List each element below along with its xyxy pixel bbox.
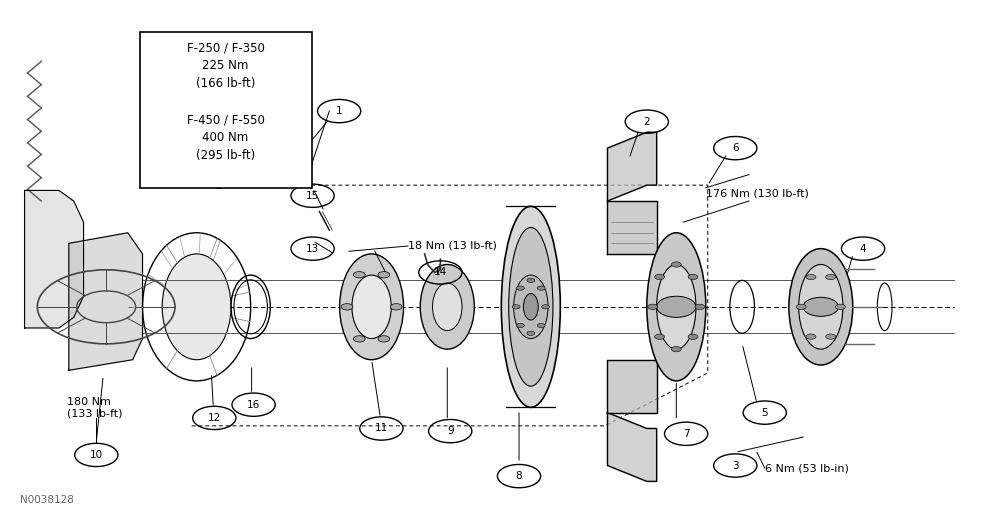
Ellipse shape: [352, 275, 391, 339]
Ellipse shape: [162, 254, 231, 360]
Circle shape: [695, 304, 705, 309]
Ellipse shape: [647, 233, 706, 381]
Circle shape: [538, 286, 546, 290]
Text: 6 Nm (53 lb-in): 6 Nm (53 lb-in): [765, 463, 848, 473]
Ellipse shape: [501, 206, 560, 407]
Circle shape: [836, 304, 845, 309]
Text: 9: 9: [447, 426, 453, 436]
Circle shape: [542, 305, 549, 309]
Ellipse shape: [509, 227, 552, 386]
Ellipse shape: [340, 254, 404, 360]
Circle shape: [796, 304, 806, 309]
Circle shape: [390, 304, 402, 310]
Circle shape: [648, 304, 658, 309]
Text: 10: 10: [89, 450, 103, 460]
Polygon shape: [607, 413, 657, 481]
Text: 14: 14: [434, 268, 447, 277]
Circle shape: [353, 336, 366, 342]
Text: 15: 15: [306, 191, 319, 200]
Circle shape: [806, 334, 816, 339]
Circle shape: [527, 278, 535, 282]
Text: 16: 16: [247, 400, 260, 409]
Circle shape: [377, 271, 390, 278]
Circle shape: [826, 275, 836, 280]
Text: F-250 / F-350
225 Nm
(166 lb-ft)

F-450 / F-550
400 Nm
(295 lb-ft): F-250 / F-350 225 Nm (166 lb-ft) F-450 /…: [187, 41, 264, 162]
Ellipse shape: [657, 264, 696, 349]
Text: 3: 3: [732, 461, 738, 470]
Text: 18 Nm (13 lb-ft): 18 Nm (13 lb-ft): [408, 241, 496, 251]
Circle shape: [688, 334, 698, 340]
Circle shape: [516, 286, 524, 290]
Ellipse shape: [514, 275, 549, 339]
Circle shape: [688, 274, 698, 279]
Text: 13: 13: [306, 244, 319, 253]
Circle shape: [803, 297, 838, 316]
Circle shape: [377, 336, 389, 342]
Text: 1: 1: [336, 106, 342, 116]
Text: 8: 8: [516, 471, 522, 481]
Text: 2: 2: [644, 117, 650, 126]
Text: 5: 5: [762, 408, 768, 417]
Text: 180 Nm
(133 lb-ft): 180 Nm (133 lb-ft): [67, 397, 122, 418]
Text: 11: 11: [375, 424, 388, 433]
Polygon shape: [69, 233, 143, 370]
Circle shape: [655, 274, 665, 279]
Ellipse shape: [798, 264, 842, 349]
Circle shape: [655, 334, 665, 340]
Text: 4: 4: [860, 244, 866, 253]
Text: 12: 12: [207, 413, 221, 423]
Ellipse shape: [788, 249, 852, 365]
Circle shape: [538, 323, 546, 327]
Circle shape: [826, 334, 836, 339]
Circle shape: [806, 275, 816, 280]
FancyBboxPatch shape: [140, 32, 312, 188]
Polygon shape: [607, 360, 657, 413]
Circle shape: [512, 305, 520, 309]
Ellipse shape: [524, 294, 539, 320]
Circle shape: [657, 296, 696, 317]
Circle shape: [353, 271, 366, 278]
Circle shape: [516, 323, 524, 327]
Circle shape: [671, 346, 681, 352]
Text: N0038128: N0038128: [20, 495, 74, 505]
Ellipse shape: [433, 283, 462, 331]
Circle shape: [527, 331, 535, 335]
Polygon shape: [607, 201, 657, 254]
Text: 176 Nm (130 lb-ft): 176 Nm (130 lb-ft): [706, 188, 809, 198]
Text: 7: 7: [683, 429, 689, 439]
Polygon shape: [25, 190, 84, 328]
Circle shape: [341, 304, 353, 310]
Polygon shape: [607, 132, 657, 201]
Text: 6: 6: [732, 143, 738, 153]
Circle shape: [671, 262, 681, 267]
Ellipse shape: [421, 264, 474, 349]
